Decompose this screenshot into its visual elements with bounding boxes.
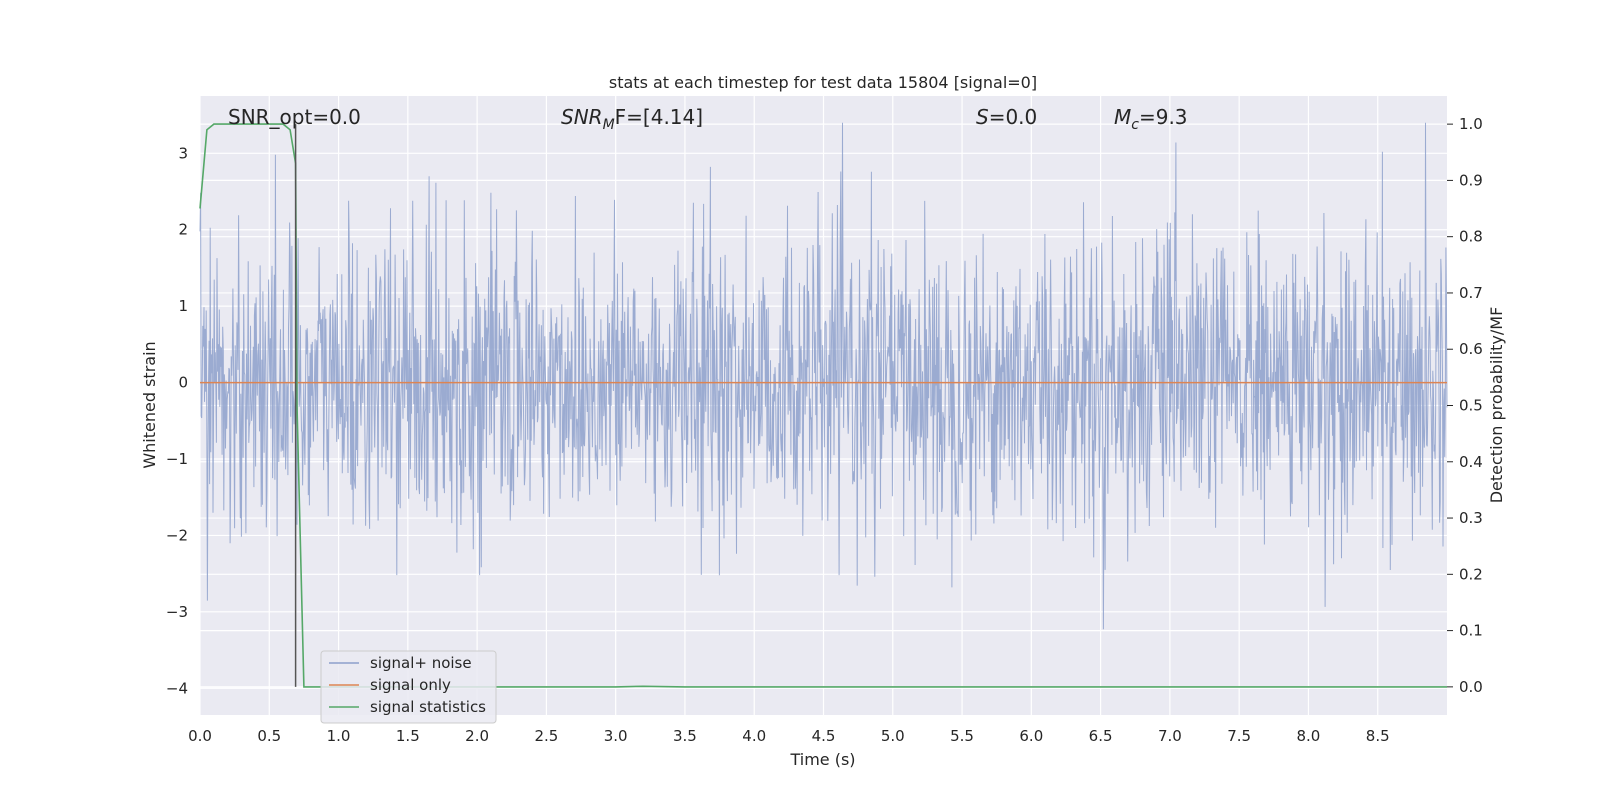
annotation-snr-mf: SNRMF=[4.14] <box>561 105 703 133</box>
y-left-tick-label-4: 0 <box>178 374 188 392</box>
y-right-tick-label-9: 0.9 <box>1459 171 1483 189</box>
y-right-tick-label-10: 1.0 <box>1459 115 1483 133</box>
y-right-tick-label-3: 0.3 <box>1459 509 1483 527</box>
y-right-tick-label-2: 0.2 <box>1459 565 1483 583</box>
y-axis-left-ticks: −4 −3 −2 −1 0 1 2 3 <box>166 144 188 697</box>
annotation-mc: Mc=9.3 <box>1114 105 1188 133</box>
grid-left <box>200 152 1447 689</box>
x-axis-ticks: 0.0 0.5 1.0 1.5 2.0 2.5 3.0 3.5 4.0 4.5 5.0 5.5 6.0 6… <box>188 727 1390 745</box>
legend: signal+ noise signal only signal statist… <box>320 650 497 724</box>
y-left-tick-label-6: 2 <box>178 221 188 239</box>
y-left-tick-label-5: 1 <box>178 297 188 315</box>
annotation-mc-sym: M <box>1114 105 1131 129</box>
legend-box <box>320 650 497 724</box>
signal-statistics-line <box>199 123 1447 688</box>
annotation-s: S=0.0 <box>976 105 1037 129</box>
y-right-tick-label-1: 0.1 <box>1459 622 1483 640</box>
legend-label-stat: signal statistics <box>370 698 486 716</box>
x-tick-label-11: 5.5 <box>950 727 974 745</box>
y-left-tick-label-2: −2 <box>166 526 188 544</box>
annotation-s-sym: S <box>976 105 989 129</box>
x-tick-label-0: 0.0 <box>188 727 212 745</box>
annotation-mc-sub: c <box>1131 117 1139 133</box>
x-tick-label-5: 2.5 <box>534 727 558 745</box>
annotation-snr-mf-rest: F=[4.14] <box>615 105 703 129</box>
x-tick-label-4: 2.0 <box>465 727 489 745</box>
y-left-tick-label-0: −4 <box>166 679 188 697</box>
y-right-tick-label-7: 0.7 <box>1459 284 1483 302</box>
y-right-tick-label-8: 0.8 <box>1459 228 1483 246</box>
annotation-s-rest: =0.0 <box>989 105 1038 129</box>
y-axis-right-label: Detection probability/MF <box>1487 307 1506 504</box>
annotation-mc-rest: =9.3 <box>1139 105 1188 129</box>
x-tick-label-12: 6.0 <box>1019 727 1043 745</box>
x-tick-label-1: 0.5 <box>257 727 281 745</box>
y-right-tick-label-0: 0.0 <box>1459 678 1483 696</box>
x-tick-label-6: 3.0 <box>604 727 628 745</box>
x-tick-label-9: 4.5 <box>812 727 836 745</box>
x-tick-label-15: 7.5 <box>1227 727 1251 745</box>
y-right-tick-label-4: 0.4 <box>1459 453 1483 471</box>
y-right-tick-label-6: 0.6 <box>1459 340 1483 358</box>
chart-title: stats at each timestep for test data 158… <box>609 73 1037 92</box>
y-axis-right-ticks: 0.0 0.1 0.2 0.3 0.4 0.5 0.6 0.7 0.8 0.9 1.0 <box>1447 115 1483 696</box>
x-tick-label-16: 8.0 <box>1297 727 1321 745</box>
x-tick-label-14: 7.0 <box>1158 727 1182 745</box>
y-axis-left-label: Whitened strain <box>140 341 159 468</box>
x-axis-label: Time (s) <box>789 750 855 769</box>
x-tick-label-13: 6.5 <box>1089 727 1113 745</box>
y-left-tick-label-7: 3 <box>178 144 188 162</box>
x-tick-label-10: 5.0 <box>881 727 905 745</box>
x-tick-label-2: 1.0 <box>327 727 351 745</box>
x-tick-label-8: 4.0 <box>742 727 766 745</box>
x-tick-label-17: 8.5 <box>1366 727 1390 745</box>
x-tick-label-3: 1.5 <box>396 727 420 745</box>
legend-label-noise: signal+ noise <box>370 654 472 672</box>
annotation-snr-opt: SNR_opt=0.0 <box>228 105 361 129</box>
y-left-tick-label-3: −1 <box>166 450 188 468</box>
legend-label-signal: signal only <box>370 676 451 694</box>
y-left-tick-label-1: −3 <box>166 603 188 621</box>
y-right-tick-label-5: 0.5 <box>1459 397 1483 415</box>
signal-statistics-series <box>199 123 1447 688</box>
annotation-snr-mf-sub: M <box>603 117 615 133</box>
annotation-snr-mf-main: SNR <box>561 105 603 129</box>
x-tick-label-7: 3.5 <box>673 727 697 745</box>
